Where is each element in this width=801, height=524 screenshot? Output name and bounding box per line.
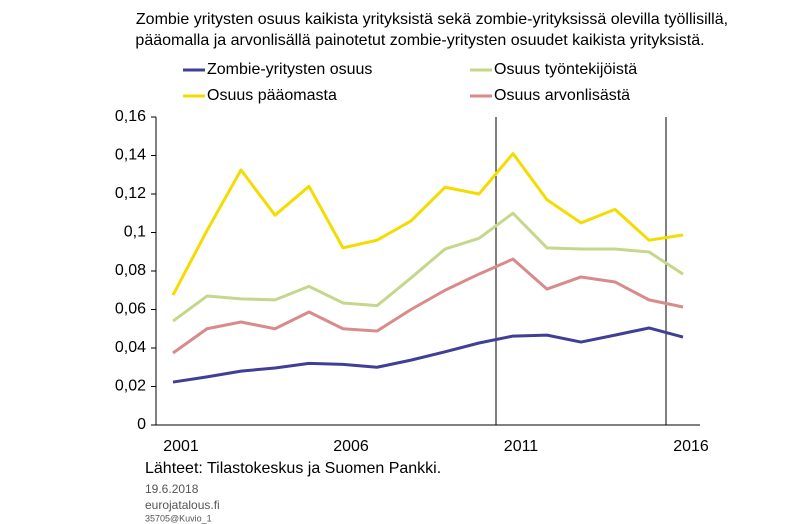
series-line (172, 326, 684, 384)
series-line (171, 152, 684, 296)
legend-label: Osuus pääomasta (207, 87, 337, 104)
x-tick-label: 2016 (673, 438, 709, 455)
y-tick-label: 0,12 (115, 185, 146, 202)
y-tick-label: 0 (137, 416, 146, 433)
x-tick-label: 2011 (504, 438, 539, 455)
series-line (172, 257, 684, 355)
date: 19.6.2018 (145, 482, 199, 496)
y-tick-label: 0,04 (115, 339, 146, 356)
y-tick-label: 0,1 (124, 224, 146, 241)
site: eurojatalous.fi (145, 498, 220, 512)
chart-title: pääomalla ja arvonlisällä painotetut zom… (135, 32, 704, 49)
legend-label: Zombie-yritysten osuus (207, 61, 372, 78)
series-line (172, 211, 684, 323)
x-tick-label: 2001 (163, 438, 199, 455)
y-tick-label: 0,08 (115, 262, 146, 279)
legend-label: Osuus työntekijöistä (494, 61, 637, 78)
x-tick-label: 2006 (333, 438, 369, 455)
y-tick-label: 0,06 (115, 301, 146, 318)
chart-title: Zombie yritysten osuus kaikista yrityksi… (136, 11, 728, 28)
y-tick-label: 0,16 (115, 108, 146, 125)
source: Lähteet: Tilastokeskus ja Suomen Pankki. (145, 460, 441, 477)
legend-label: Osuus arvonlisästä (494, 87, 630, 104)
y-tick-label: 0,14 (115, 147, 146, 164)
y-tick-label: 0,02 (115, 378, 146, 395)
code: 35705@Kuvio_1 (145, 513, 212, 523)
